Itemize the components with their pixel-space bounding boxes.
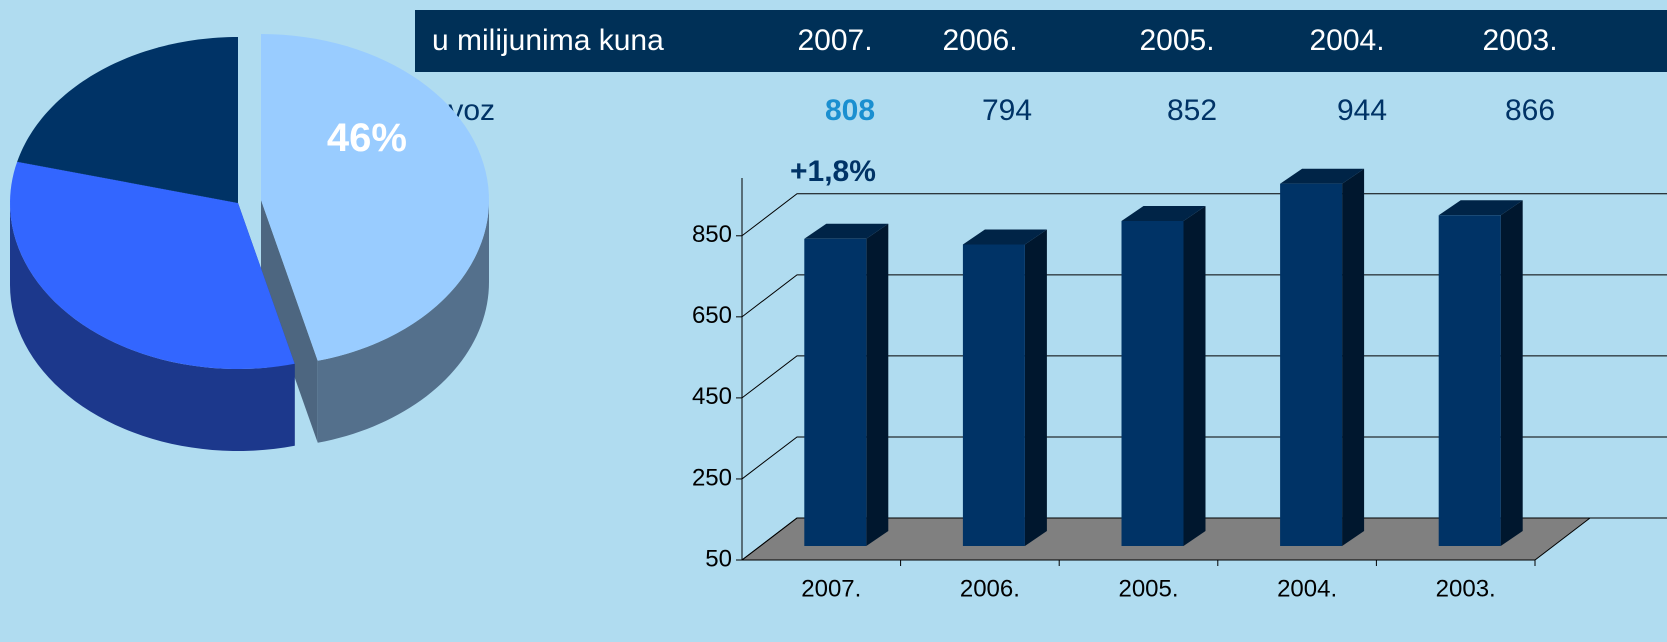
table-header-cell: 2006. xyxy=(942,24,1017,57)
bar-side xyxy=(1342,168,1365,546)
pie-slice xyxy=(261,34,489,361)
grid-line xyxy=(741,355,1667,399)
y-tick-label: 250 xyxy=(692,464,732,491)
y-tick-label: 450 xyxy=(692,383,732,410)
y-tick-label: 850 xyxy=(692,221,732,248)
table-cell: 944 xyxy=(1337,94,1387,127)
y-tick-label: 50 xyxy=(705,545,732,572)
bar xyxy=(804,238,867,546)
bar-side xyxy=(1024,229,1047,547)
table-header-cell: 2003. xyxy=(1482,24,1557,57)
table-header-bg xyxy=(415,10,1667,72)
pie-side xyxy=(317,200,489,443)
table-header-cell: 2005. xyxy=(1139,24,1214,57)
table-cell: 852 xyxy=(1167,94,1217,127)
table-header-cell: 2004. xyxy=(1309,24,1384,57)
bar-top xyxy=(1438,200,1523,216)
pie-slice xyxy=(17,37,238,203)
x-tick-label: 2007. xyxy=(801,575,861,602)
x-tick-label: 2006. xyxy=(960,575,1020,602)
table-header-cell: u milijunima kuna xyxy=(432,24,664,57)
table-header-cell: 2007. xyxy=(797,24,872,57)
bar-side xyxy=(1500,200,1523,546)
bar-top xyxy=(1280,168,1365,184)
table-cell: 808 xyxy=(825,94,875,127)
bar xyxy=(962,244,1025,547)
bar xyxy=(1280,183,1343,546)
x-tick-label: 2003. xyxy=(1436,575,1496,602)
bar-side xyxy=(1183,205,1206,546)
pie-side xyxy=(10,203,295,451)
table-cell: 794 xyxy=(982,94,1032,127)
bar xyxy=(1438,215,1501,546)
grid-line xyxy=(741,193,1667,237)
pie-cut-face xyxy=(261,200,318,443)
bar-top xyxy=(804,223,889,239)
annotation: +1,8% xyxy=(790,155,876,188)
table-cell: 866 xyxy=(1505,94,1555,127)
grid-line xyxy=(741,436,1667,480)
x-tick-label: 2004. xyxy=(1277,575,1337,602)
bar-top xyxy=(1121,205,1206,221)
x-tick-label: 2005. xyxy=(1118,575,1178,602)
bar-top xyxy=(962,229,1047,245)
bar-side xyxy=(866,223,889,546)
bar xyxy=(1121,220,1184,546)
pie-slice xyxy=(10,161,295,369)
y-tick-label: 650 xyxy=(692,302,732,329)
pie-label: 46% xyxy=(327,116,407,160)
grid-line xyxy=(741,274,1667,318)
grid-line xyxy=(741,517,1667,561)
